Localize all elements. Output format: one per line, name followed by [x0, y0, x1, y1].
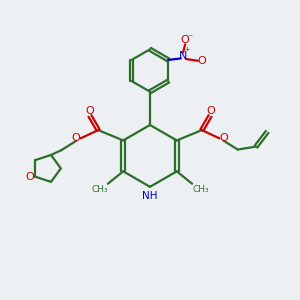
Text: O: O: [85, 106, 94, 116]
Text: O: O: [72, 133, 80, 143]
Text: ⁺: ⁺: [184, 47, 190, 57]
Text: O: O: [26, 172, 34, 182]
Text: O: O: [181, 35, 190, 45]
Text: CH₃: CH₃: [92, 184, 108, 194]
Text: N: N: [179, 51, 187, 61]
Text: O: O: [198, 56, 206, 66]
Text: NH: NH: [142, 191, 157, 201]
Text: O: O: [220, 133, 228, 143]
Text: CH₃: CH₃: [192, 184, 208, 194]
Text: ⁻: ⁻: [187, 33, 192, 43]
Text: O: O: [206, 106, 215, 116]
